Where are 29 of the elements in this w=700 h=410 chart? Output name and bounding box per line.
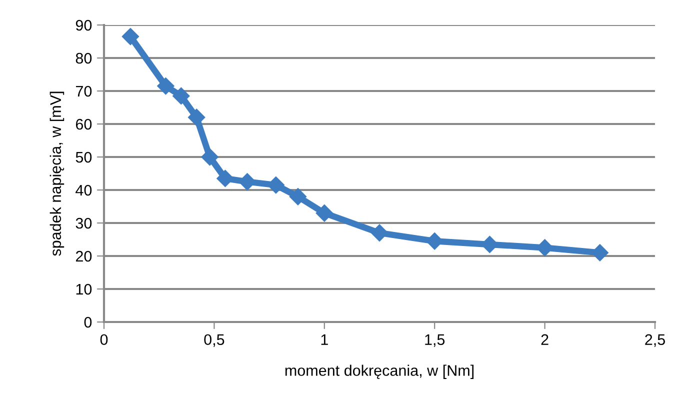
point [188, 108, 206, 126]
x-axis-title: moment dokręcania, w [Nm] [285, 364, 474, 379]
point [216, 170, 234, 187]
y-tick-label: 60 [76, 118, 92, 130]
point [172, 87, 190, 104]
point [370, 224, 388, 242]
y-tick-label: 0 [84, 316, 92, 328]
y-tick-label: 40 [76, 184, 92, 196]
point [238, 173, 256, 190]
y-axis-title: spadek napięcia, w [mV] [50, 92, 64, 256]
y-tick-label: 30 [76, 218, 92, 229]
y-tick-label: 10 [76, 284, 92, 295]
y-tick-label: 50 [76, 152, 92, 163]
x-tick-label: 2,5 [645, 334, 665, 347]
point [316, 204, 333, 222]
y-tick-label: 70 [76, 86, 92, 97]
y-tick-label: 20 [76, 250, 92, 262]
point [201, 148, 218, 166]
point [267, 176, 284, 194]
point [289, 188, 307, 206]
x-tick-label: 2 [541, 334, 548, 345]
point [157, 78, 174, 95]
x-tick-label: 1,5 [425, 334, 445, 347]
x-tick-label: 0 [100, 334, 108, 346]
y-tick-label: 90 [76, 20, 92, 31]
y-tick-label: 80 [76, 52, 92, 64]
x-tick-label: 1 [321, 334, 328, 345]
x-tick-label: 0,5 [204, 334, 224, 347]
point [122, 28, 139, 46]
